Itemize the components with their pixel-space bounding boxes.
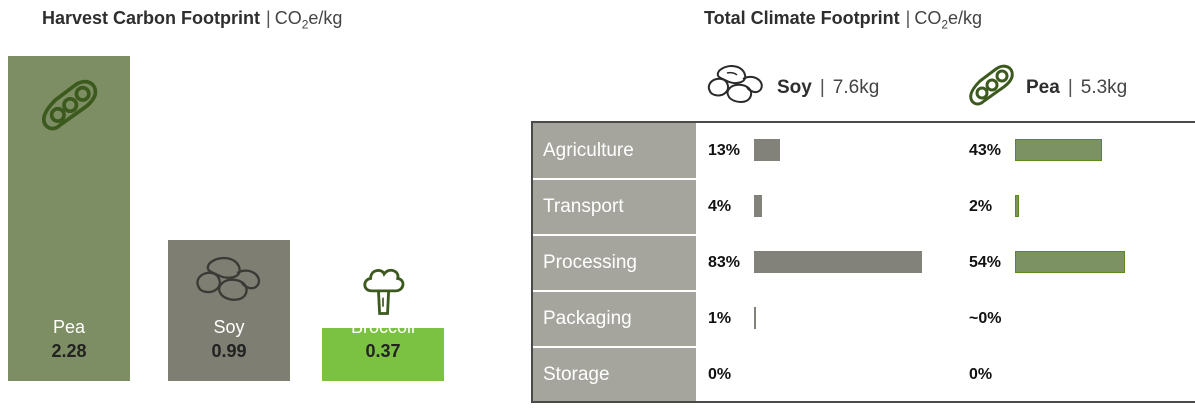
pct-bar-soy-agriculture bbox=[754, 139, 781, 161]
category-label-transport: Transport bbox=[543, 196, 624, 217]
table-row: Storage 0% 0% bbox=[533, 346, 1195, 403]
left-title-text: Harvest Carbon Footprint bbox=[42, 8, 261, 28]
category-label-processing: Processing bbox=[543, 252, 637, 273]
category-label-agriculture: Agriculture bbox=[543, 140, 634, 161]
broccoli-icon bbox=[360, 266, 406, 323]
crop-separator: | bbox=[819, 77, 825, 98]
pct-label-soy-transport: 4% bbox=[708, 198, 732, 215]
bar-pea: Pea 2.28 bbox=[8, 56, 130, 381]
table-row: Processing 83% 54% bbox=[533, 234, 1195, 291]
left-title-unit: CO2e/kg bbox=[274, 8, 343, 32]
crop-name-soy: Soy bbox=[777, 77, 812, 98]
crop-name-pea: Pea bbox=[1026, 77, 1060, 98]
bar-value-broccoli: 0.37 bbox=[365, 340, 401, 361]
category-label-storage: Storage bbox=[543, 364, 610, 385]
bar-label-broccoli: Broccoli bbox=[350, 317, 416, 337]
category-column bbox=[533, 123, 696, 401]
soybean-icon bbox=[705, 63, 767, 113]
bar-label-pea: Pea bbox=[52, 317, 86, 337]
pct-label-pea-processing: 54% bbox=[969, 254, 1002, 271]
bar-value-pea: 2.28 bbox=[51, 341, 87, 361]
bar-value-soy: 0.99 bbox=[211, 340, 247, 361]
pea-pod-icon bbox=[38, 76, 100, 139]
table-row: Transport 4% 2% bbox=[533, 178, 1195, 235]
bar-label-soy: Soy bbox=[213, 316, 245, 337]
pct-label-soy-agriculture: 13% bbox=[708, 142, 741, 159]
crop-header-pea: Pea | 5.3kg bbox=[966, 63, 1128, 113]
pct-label-pea-agriculture: 43% bbox=[969, 142, 1002, 159]
right-title-text: Total Climate Footprint bbox=[704, 8, 900, 28]
crop-total-soy: 7.6kg bbox=[832, 77, 880, 98]
right-chart-title: Total Climate Footprint | CO2e/kg bbox=[704, 8, 982, 32]
pct-label-pea-storage: 0% bbox=[969, 366, 993, 383]
pct-bar-soy-packaging bbox=[754, 307, 757, 329]
crop-separator: | bbox=[1067, 77, 1073, 98]
right-title-separator: | bbox=[905, 8, 911, 28]
pct-label-soy-packaging: 1% bbox=[708, 310, 732, 327]
row-divider bbox=[533, 290, 696, 292]
pct-bar-pea-processing bbox=[1015, 251, 1125, 273]
crop-header-soy: Soy | 7.6kg bbox=[705, 63, 880, 113]
soybean-icon bbox=[193, 254, 265, 311]
pct-label-soy-processing: 83% bbox=[708, 254, 741, 271]
crop-total-pea: 5.3kg bbox=[1080, 77, 1128, 98]
pct-label-pea-transport: 2% bbox=[969, 198, 993, 215]
right-title-unit: CO2e/kg bbox=[914, 8, 983, 32]
bar-soy: Soy 0.99 bbox=[168, 239, 290, 381]
pct-bar-pea-agriculture bbox=[1015, 139, 1103, 161]
row-divider bbox=[533, 234, 696, 236]
row-divider bbox=[533, 346, 696, 348]
bar-broccoli: Broccoli 0.37 bbox=[322, 269, 444, 381]
row-divider bbox=[533, 178, 696, 180]
pct-label-pea-packaging: ~0% bbox=[969, 310, 1002, 327]
pct-bar-soy-processing bbox=[754, 251, 923, 273]
table-row: Packaging 1% ~0% bbox=[533, 290, 1195, 347]
pea-pod-icon bbox=[966, 63, 1016, 113]
table-row: Agriculture 13% 43% bbox=[533, 123, 1195, 179]
left-chart-title: Harvest Carbon Footprint | CO2e/kg bbox=[42, 8, 342, 32]
pct-bar-pea-transport bbox=[1015, 195, 1020, 217]
pct-label-soy-storage: 0% bbox=[708, 366, 732, 383]
category-label-packaging: Packaging bbox=[543, 308, 632, 329]
footprint-table: Agriculture 13% 43% Transport 4% 2% Processing… bbox=[531, 121, 1195, 403]
pct-bar-soy-transport bbox=[754, 195, 763, 217]
left-title-separator: | bbox=[266, 8, 271, 28]
